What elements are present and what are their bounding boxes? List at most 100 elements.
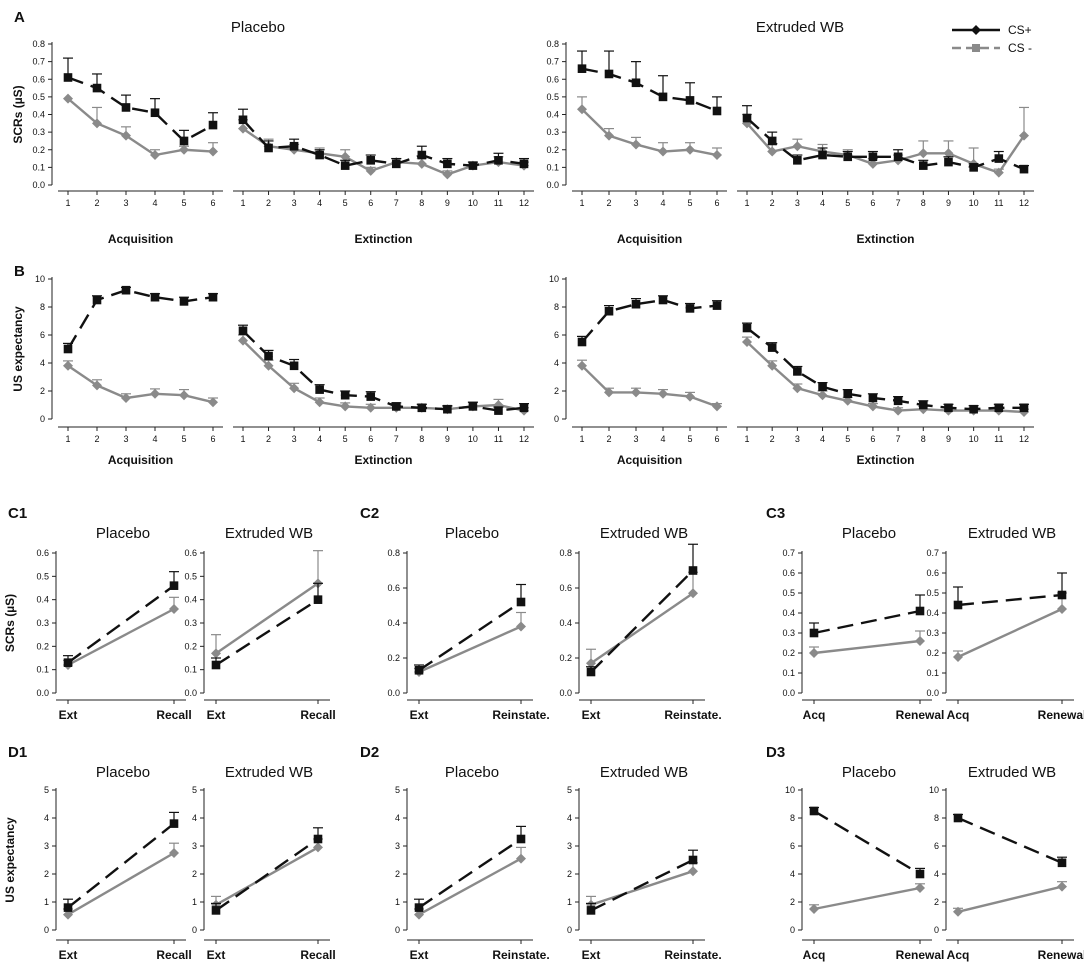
x-tick-label: Ext	[59, 708, 78, 722]
x-tick-label: 6	[210, 198, 215, 208]
x-tick-label: 4	[820, 434, 825, 444]
cs-plus-point	[685, 304, 695, 313]
subpanel-placebo: 0 1 2 3 4 5 Ext Reinstate. Placebo	[395, 764, 550, 962]
y-tick-label: 0.1	[32, 162, 45, 172]
x-tick-label: 1	[240, 434, 245, 444]
cs-plus-point	[893, 152, 903, 162]
cs-minus-point	[631, 139, 641, 150]
y-tick-label: 0.4	[32, 110, 45, 120]
subpanel-placebo: 0 1 2 3 4 5 Ext Recall Placebo	[44, 764, 192, 962]
cs-minus-point	[1019, 130, 1029, 141]
x-tick-label: 3	[795, 434, 800, 444]
y-tick-label: 0.0	[32, 180, 45, 190]
cs-plus-point	[313, 834, 323, 844]
cs-plus-point	[391, 159, 401, 169]
x-tick-label: 5	[181, 198, 186, 208]
x-tick-label: 1	[240, 198, 245, 208]
y-tick-label: 0.1	[184, 665, 197, 675]
cs-minus-point	[516, 853, 526, 864]
cs-minus-point	[631, 387, 641, 398]
cs-minus-line	[67, 97, 214, 157]
y-tick-label: 0	[44, 925, 49, 935]
phase-acquisition: 1 2 3 4 5 6 Acquisition	[58, 57, 223, 246]
cs-minus-point	[1057, 881, 1067, 892]
y-tick-label: 0.6	[926, 568, 939, 578]
x-tick-label: Acq	[803, 948, 826, 962]
cs-minus-point	[918, 148, 929, 159]
cs-plus-point	[519, 159, 529, 169]
y-tick-label: 0.6	[546, 74, 559, 84]
cs-plus-line	[957, 816, 1063, 864]
cs-plus-point	[969, 404, 978, 414]
cs-plus-point	[767, 136, 777, 146]
x-tick-label: 5	[687, 198, 692, 208]
cs-plus-point	[915, 606, 925, 616]
x-tick-label: 7	[896, 198, 901, 208]
phase-acquisition: 1 2 3 4 5 6 Acquisition	[58, 285, 223, 467]
y-tick-label: 0.6	[184, 548, 197, 558]
cs-minus-point	[577, 360, 587, 371]
y-tick-label: 0.6	[32, 74, 45, 84]
cs-minus-point	[340, 401, 351, 412]
cs-plus-point	[238, 115, 248, 125]
x-tick-label: 7	[896, 434, 901, 444]
cs-plus-point	[818, 382, 827, 392]
panel-D2: D2 0 1 2 3 4 5 Ext Reinstate. Placebo 0 1 2 3 4 5 Ext Rei…	[360, 744, 722, 962]
y-tick-label: 6	[554, 330, 559, 340]
x-tick-label: Ext	[582, 948, 601, 962]
cs-minus-line	[418, 625, 522, 674]
x-tick-label: 9	[946, 198, 951, 208]
cs-minus-point	[416, 158, 427, 169]
cs-plus-point	[712, 106, 722, 116]
cs-plus-point	[818, 150, 827, 160]
cs-minus-point	[208, 146, 218, 157]
cs-plus-line	[581, 67, 718, 113]
subpanel-extruded-wb: 0.0 0.1 0.2 0.3 0.4 0.5 0.6 Ext Recall Extruded W…	[184, 525, 335, 722]
y-tick-label: 0	[192, 925, 197, 935]
y-tick-label: 0.3	[184, 618, 197, 628]
cs-plus-point	[494, 406, 503, 415]
x-tick-label: 1	[579, 198, 584, 208]
subpanel-title: Extruded WB	[225, 764, 313, 781]
cs-plus-point	[63, 658, 73, 667]
cs-plus-point	[918, 161, 928, 170]
cs-plus-point	[92, 295, 102, 305]
subpanel-extruded-wb: 0 1 2 3 4 5 Ext Recall Extruded WB	[192, 764, 336, 962]
cs-minus-line	[67, 364, 214, 404]
cs-plus-point	[208, 120, 218, 130]
cs-minus-point	[712, 150, 722, 161]
legend-cs-plus-marker	[971, 25, 981, 35]
cs-plus-point	[742, 113, 752, 123]
y-tick-label: 0	[554, 414, 559, 424]
cs-plus-point	[516, 834, 526, 844]
cs-minus-point	[742, 337, 752, 347]
x-tick-label: 4	[152, 198, 157, 208]
subpanel-title: Placebo	[842, 525, 896, 542]
cs-minus-point	[688, 866, 698, 877]
cs-plus-point	[169, 581, 179, 590]
y-tick-label: 0	[934, 925, 939, 935]
y-tick-label: 1	[395, 897, 400, 907]
panel-label: D3	[766, 744, 785, 761]
cs-plus-line	[746, 327, 1024, 411]
cs-plus-line	[590, 569, 694, 673]
y-tick-label: 0	[790, 925, 795, 935]
y-tick-label: 1	[44, 897, 49, 907]
cs-plus-point	[793, 367, 802, 376]
x-tick-label: 11	[994, 434, 1003, 444]
cs-minus-point	[685, 391, 695, 402]
cs-plus-point	[868, 393, 878, 403]
cs-plus-point	[238, 326, 248, 336]
subpanel-title: Placebo	[445, 525, 499, 542]
cs-plus-point	[1057, 858, 1067, 868]
cs-minus-line	[242, 339, 525, 412]
cs-plus-point	[915, 869, 925, 879]
cs-plus-point	[366, 156, 376, 165]
panel-D1: D1 US expectancy 0 1 2 3 4 5 Ext Recall Placebo 0 1 2…	[3, 744, 336, 962]
cs-minus-point	[817, 390, 828, 401]
y-tick-label: 0.2	[32, 145, 45, 155]
